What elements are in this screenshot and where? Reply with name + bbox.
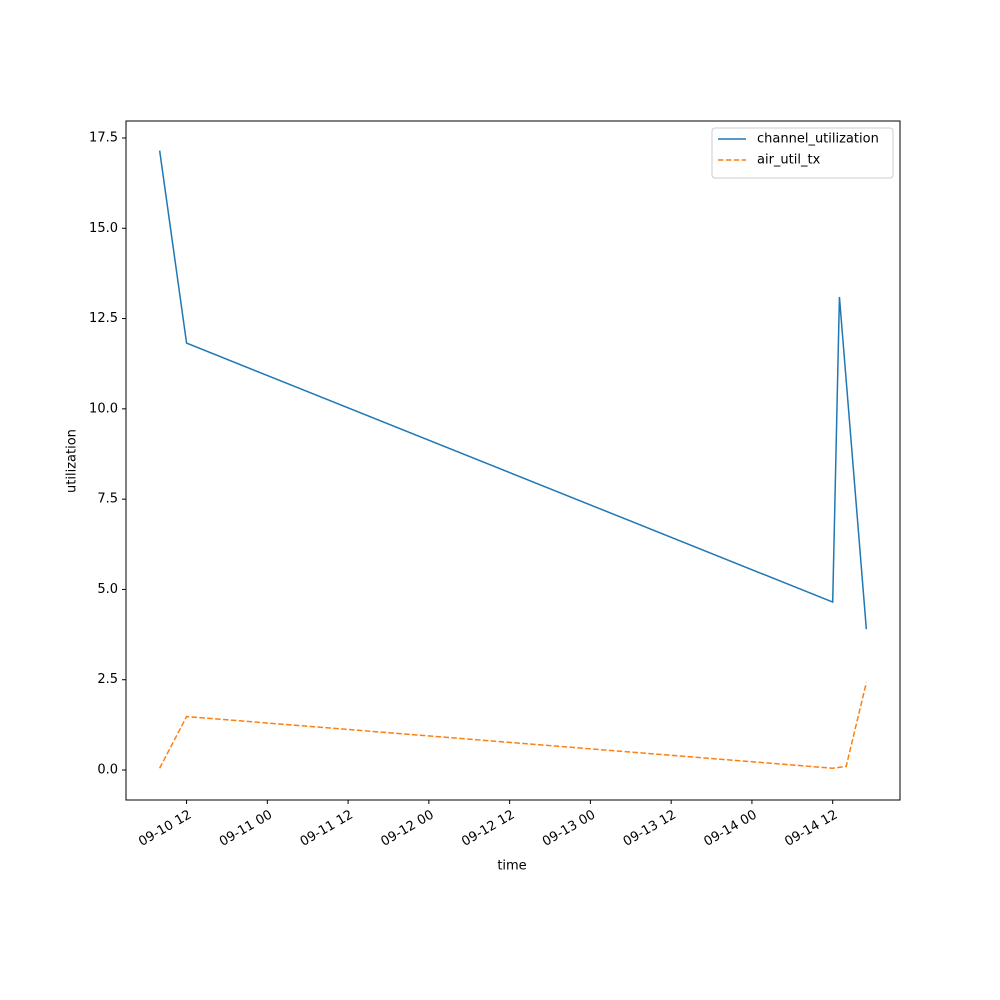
y-tick-label: 5.0 xyxy=(97,582,118,597)
y-tick-label: 7.5 xyxy=(97,492,118,507)
data-line xyxy=(158,150,868,630)
y-tick-label: 2.5 xyxy=(97,672,118,687)
y-tick-label: 0.0 xyxy=(97,763,118,778)
legend-label: channel_utilization xyxy=(757,132,879,147)
legend-box xyxy=(711,127,894,179)
x-tick-label: 09-12 12 xyxy=(459,808,517,850)
data-line xyxy=(158,682,868,769)
x-tick-label: 09-11 00 xyxy=(217,808,275,850)
x-axis-label: time xyxy=(497,859,526,874)
plot-frame xyxy=(125,120,901,801)
x-tick-label: 09-11 12 xyxy=(298,808,356,850)
x-tick-label: 09-14 00 xyxy=(702,808,760,850)
x-tick-label: 09-10 12 xyxy=(136,808,194,850)
y-tick-label: 12.5 xyxy=(89,311,118,326)
x-tick-label: 09-12 00 xyxy=(378,808,436,850)
x-tick-label: 09-13 12 xyxy=(621,808,679,850)
y-tick-label: 17.5 xyxy=(89,130,118,145)
legend-label: air_util_tx xyxy=(757,153,821,168)
y-axis-label: utilization xyxy=(65,429,80,493)
y-tick-label: 15.0 xyxy=(89,221,118,236)
y-tick-label: 10.0 xyxy=(89,401,118,416)
x-tick-label: 09-14 12 xyxy=(782,808,840,850)
x-tick-label: 09-13 00 xyxy=(540,808,598,850)
